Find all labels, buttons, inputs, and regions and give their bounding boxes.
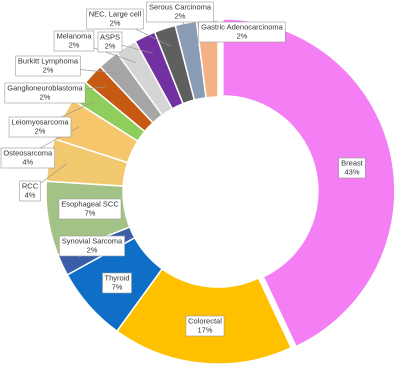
label-box — [102, 272, 132, 294]
label-box — [59, 235, 125, 257]
label-value: 7% — [112, 282, 123, 291]
label-box — [8, 116, 72, 138]
label-value: 2% — [237, 31, 248, 40]
label-name: Breast — [341, 158, 364, 167]
label-value: 2% — [40, 92, 51, 101]
label-box — [58, 198, 122, 220]
label-box — [4, 82, 86, 104]
label-value: 2% — [69, 40, 80, 49]
label-name: RCC — [22, 181, 39, 190]
label-value: 2% — [43, 65, 54, 74]
label-name: Synovial Sarcoma — [62, 236, 123, 245]
label-value: 2% — [110, 18, 121, 27]
label-name: Serous Carcinoma — [149, 2, 212, 11]
label-value: 7% — [85, 208, 96, 217]
label-value: 17% — [197, 325, 212, 334]
label-box — [0, 147, 55, 169]
label-box — [97, 31, 123, 53]
slice — [222, 18, 396, 348]
label-value: 43% — [344, 167, 359, 176]
label-box — [185, 315, 225, 337]
label-value: 4% — [22, 157, 33, 166]
label-box — [19, 180, 41, 202]
label-box — [15, 55, 81, 77]
label-name: Esophageal SCC — [61, 199, 119, 208]
label-name: Leiomyosarcoma — [11, 117, 69, 126]
label-box — [338, 157, 366, 179]
label-name: ASPS — [100, 32, 120, 41]
label-box — [86, 8, 144, 30]
label-name: Thyroid — [104, 273, 129, 282]
label-value: 2% — [35, 126, 46, 135]
label-name: Melanoma — [56, 31, 92, 40]
label-name: Burkitt Lymphoma — [18, 56, 79, 65]
label-name: Gastric Adenocarcinoma — [201, 22, 284, 31]
label-value: 2% — [175, 11, 186, 20]
label-box — [53, 30, 95, 52]
label-name: Ganglioneuroblastoma — [7, 83, 83, 92]
label-box — [198, 21, 286, 43]
label-name: Osteosarcoma — [3, 148, 53, 157]
label-value: 2% — [105, 41, 116, 50]
label-name: NEC, Large cell — [89, 9, 142, 18]
label-name: Colorectal — [188, 316, 222, 325]
label-value: 4% — [25, 190, 36, 199]
label-box — [146, 1, 214, 23]
label-value: 2% — [87, 245, 98, 254]
